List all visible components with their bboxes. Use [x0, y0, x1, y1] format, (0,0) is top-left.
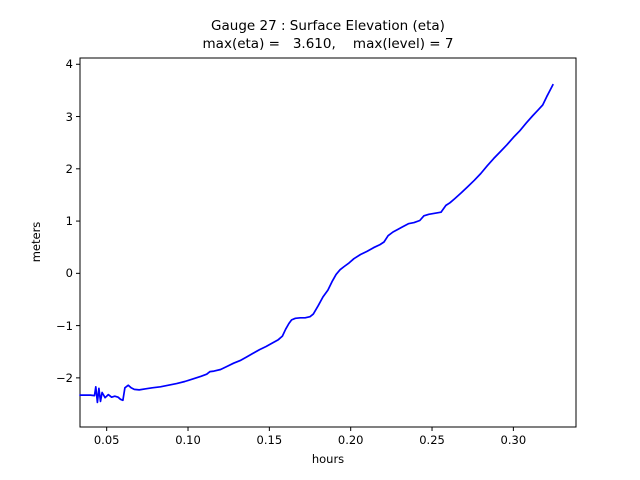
- chart-title: Gauge 27 : Surface Elevation (eta): [211, 18, 445, 34]
- y-axis-label: meters: [29, 221, 43, 263]
- y-tick-label: 4: [65, 57, 73, 72]
- x-tick-label: 0.05: [93, 433, 120, 447]
- x-tick-label: 0.10: [175, 433, 201, 447]
- x-tick-label: 0.30: [500, 433, 527, 447]
- plot-border: [79, 57, 577, 428]
- tick-marks: [76, 63, 514, 431]
- y-tick-label: 2: [65, 161, 73, 176]
- x-tick-label: 0.15: [256, 433, 283, 447]
- x-tick-label: 0.25: [419, 433, 445, 447]
- chart-subtitle: max(eta) = 3.610, max(level) = 7: [202, 36, 454, 52]
- x-tick-label: 0.20: [337, 433, 364, 447]
- y-tick-label: −2: [56, 370, 73, 385]
- y-tick-label: 0: [65, 266, 73, 281]
- y-tick-label: 3: [65, 109, 73, 124]
- x-axis-label: hours: [311, 452, 345, 466]
- y-tick-label: 1: [65, 214, 73, 229]
- y-tick-label: −1: [56, 318, 73, 333]
- eta-series-line: [79, 83, 554, 404]
